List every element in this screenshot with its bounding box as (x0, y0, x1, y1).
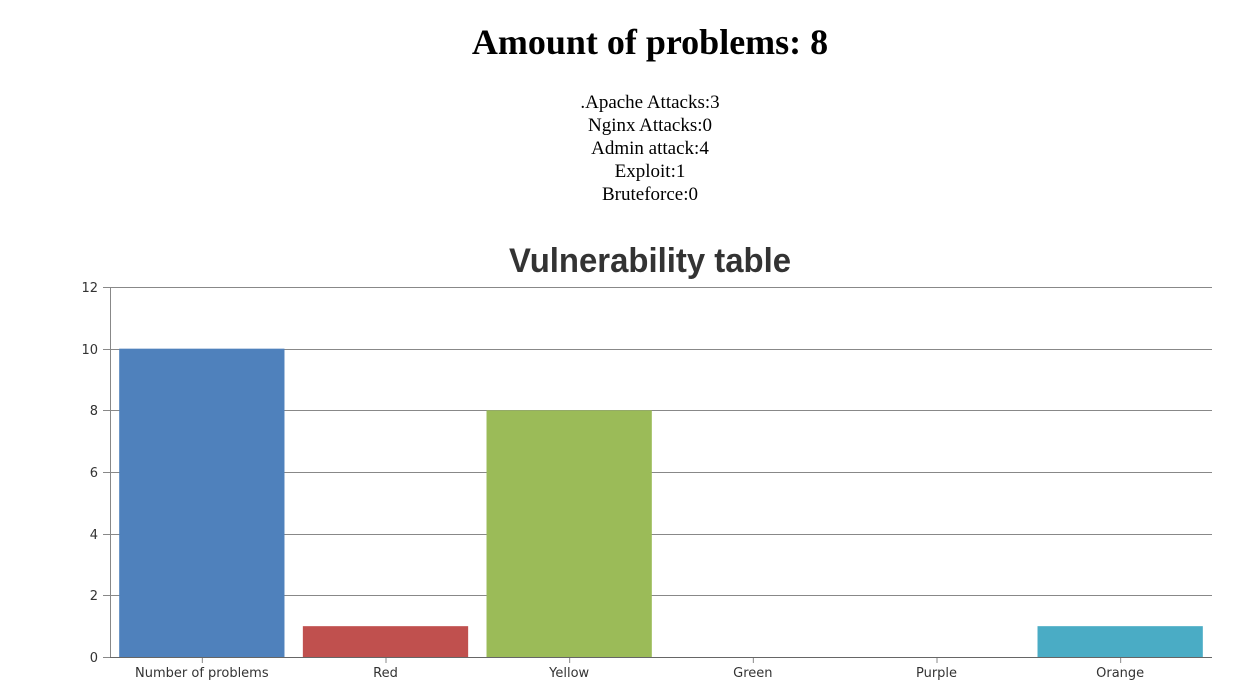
chart-title: Vulnerability table (509, 242, 791, 280)
x-tick-label: Orange (1096, 666, 1144, 681)
attack-stats-list: .Apache Attacks:3 Nginx Attacks:0 Admin … (0, 91, 1250, 206)
x-tick-label: Number of problems (135, 666, 269, 681)
y-tick-label: 6 (90, 466, 98, 481)
chart-gridlines (110, 287, 1212, 596)
y-tick-label: 4 (90, 528, 98, 543)
y-tick-label: 12 (81, 281, 98, 296)
bar-number-of-problems (119, 348, 285, 657)
page-title: Amount of problems: 8 (471, 22, 829, 62)
stat-nginx-attacks: Nginx Attacks:0 (587, 115, 713, 136)
stat-exploit: Exploit:1 (614, 161, 686, 182)
bar-orange (1037, 626, 1203, 657)
x-tick-label: Purple (916, 666, 957, 681)
stat-bruteforce: Bruteforce:0 (601, 184, 698, 205)
bar-yellow (486, 410, 652, 657)
y-tick-label: 10 (81, 343, 98, 358)
chart-bars (119, 348, 1203, 657)
chart-axes: 0 2 4 6 8 10 12 Number of problems Red Yellow Gree… (81, 281, 1212, 681)
x-tick-label: Red (373, 666, 398, 681)
y-tick-label: 0 (90, 651, 98, 666)
y-tick-label: 8 (90, 404, 98, 419)
stat-admin-attack: Admin attack:4 (591, 138, 709, 159)
bar-red (302, 626, 469, 657)
y-tick-label: 2 (90, 589, 98, 604)
stat-apache-attacks: .Apache Attacks:3 (580, 92, 720, 113)
x-tick-label: Yellow (548, 666, 589, 681)
x-tick-label: Green (733, 666, 772, 681)
